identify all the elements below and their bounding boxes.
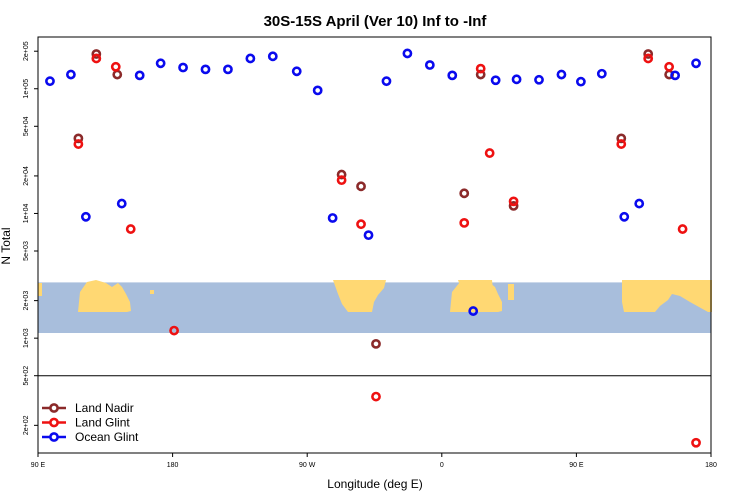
ocean-glint-point [200,64,211,75]
y-tick-label: 1e+04 [23,204,30,224]
ocean-glint-legend-label: Ocean Glint [75,430,139,444]
y-tick-label: 2e+02 [23,415,30,435]
ocean-glint-point [363,230,374,241]
land-glint-point [73,139,84,149]
land-glint-point [508,196,519,207]
y-tick-label: 5e+04 [23,116,30,136]
ocean-glint-point [291,66,302,77]
land-glint-point [643,53,654,64]
land-glint-legend-marker [49,417,59,428]
map-land [38,280,712,312]
ocean-glint-point [223,64,233,75]
x-tick-label: 0 [440,462,444,469]
land-glint-point [475,63,486,74]
ocean-glint-point [45,76,55,87]
land-glint-point [677,224,688,234]
y-axis-label: N Total [0,227,13,264]
ocean-glint-point [556,69,567,80]
ocean-glint-point [402,48,413,59]
land-glint-point [691,437,701,448]
land-nadir-point [336,169,347,180]
land-glint-point [371,391,381,402]
y-tick-label: 1e+05 [23,79,30,99]
ocean-glint-point [691,58,701,69]
map-land-africa-2 [622,280,712,312]
land-nadir-point [112,69,123,80]
ocean-glint-legend-marker [49,432,59,442]
land-nadir-point [459,188,470,199]
y-tick-label: 5e+03 [23,241,30,261]
map-land-south-america [333,280,386,312]
y-axis-ticks: 2e+02 5e+02 1e+03 2e+03 5e+03 1e+04 2e+04 5e+04… [23,41,38,435]
land-glint-point [125,224,136,234]
map-land-africa [458,280,493,312]
ocean-glint-point [155,58,166,69]
x-tick-label: 90 E [31,462,46,469]
ocean-glint-point [312,85,323,96]
ocean-glint-point [490,75,501,86]
x-tick-label: 90 E [569,462,584,469]
land-nadir-point [91,49,102,59]
ocean-glint-point [381,76,392,87]
ocean-glint-point [534,74,544,85]
data-points [45,48,701,448]
land-nadir-point [371,338,381,349]
ocean-glint-point [596,68,607,79]
land-nadir-legend-label: Land Nadir [75,401,134,415]
land-glint-point [169,325,179,336]
land-nadir-legend-marker [49,403,59,413]
land-nadir-point [508,200,519,211]
ocean-glint-point [327,213,338,223]
ocean-glint-point [511,74,522,85]
plot-border [37,36,712,454]
y-tick-label: 1e+03 [23,328,30,348]
ocean-glint-point [245,53,256,64]
chart-title: 30S-15S April (Ver 10) Inf to -Inf [264,13,488,30]
ocean-glint-point [424,60,435,70]
x-axis-label: Longitude (deg E) [327,477,422,491]
y-tick-label: 2e+04 [23,166,30,186]
x-axis-ticks: 90 E 180 90 W 0 90 E 180 [31,453,717,469]
y-tick-label: 5e+02 [23,366,30,386]
land-glint-point [336,175,347,186]
ocean-glint-point [619,211,630,222]
ocean-glint-point [267,51,278,62]
y-tick-label: 2e+05 [23,41,30,61]
x-tick-label: 180 [167,462,179,469]
land-nadir-point [356,181,366,192]
plot-frame [37,36,712,454]
ocean-glint-point [634,198,645,209]
land-glint-point [616,139,627,149]
land-glint-legend-label: Land Glint [75,416,130,430]
ocean-glint-point [66,69,76,80]
ocean-glint-point [80,211,91,222]
map-land-australia [78,280,131,312]
ocean-glint-point [575,76,586,87]
map-band [38,280,712,334]
ocean-glint-point [468,306,479,316]
land-glint-point [484,148,495,158]
x-tick-label: 180 [705,462,717,469]
land-nadir-point [616,133,627,144]
land-nadir-point [643,49,654,59]
y-tick-label: 2e+03 [23,291,30,311]
land-nadir-point [73,133,84,144]
land-glint-point [110,61,121,72]
ocean-glint-point [134,70,145,81]
ocean-glint-point [447,70,458,81]
land-glint-point [91,53,102,64]
ocean-glint-point [670,70,681,81]
ocean-glint-point [116,198,127,209]
ocean-glint-point [178,62,188,73]
land-glint-point [356,219,366,230]
x-tick-label: 90 W [299,462,316,469]
map-land-sliver-left [38,283,42,296]
land-glint-point [664,61,675,72]
land-glint-point [459,218,470,228]
